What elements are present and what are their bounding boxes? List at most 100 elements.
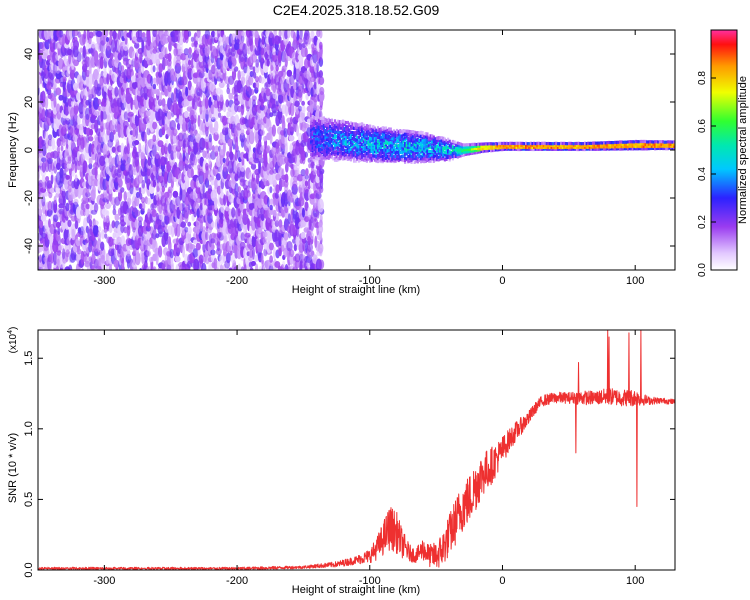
noise-cell [97,230,101,241]
noise-cell [184,226,189,233]
noise-cell [214,120,219,132]
noise-cell [88,168,93,177]
noise-cell [146,30,151,41]
noise-cell [104,233,108,239]
noise-cell [39,242,43,253]
noise-cell [147,157,152,166]
noise-cell [125,90,132,105]
noise-cell [187,30,192,37]
noise-cell [91,265,95,270]
noise-cell [289,249,295,258]
noise-cell [319,214,323,223]
noise-cell [269,186,273,194]
noise-cell [94,110,100,117]
noise-cell [77,31,81,38]
signal-cell [453,140,456,144]
noise-cell [205,162,209,171]
noise-cell [50,173,54,185]
noise-cell [134,209,141,217]
noise-cell [52,150,59,159]
noise-cell [40,214,47,222]
noise-cell [269,255,273,263]
noise-cell [82,250,87,257]
noise-cell [75,206,82,219]
noise-cell [255,263,259,270]
noise-cell [105,36,110,43]
noise-cell [195,48,201,55]
noise-cell [190,85,195,97]
noise-cell [294,100,300,107]
noise-cell [105,214,110,224]
noise-cell [152,83,157,90]
noise-cell [41,90,46,104]
noise-cell [38,208,43,217]
noise-cell [310,232,315,240]
noise-cell [49,92,55,102]
noise-cell [52,41,58,50]
noise-cell [93,220,99,226]
noise-cell [140,151,145,160]
noise-cell [254,30,259,39]
noise-cell [104,202,111,210]
noise-cell [88,218,93,227]
noise-cell [106,210,110,217]
noise-cell [41,157,47,163]
noise-cell [319,30,323,39]
noise-cell [305,168,309,176]
noise-cell [123,111,129,120]
noise-cell [93,68,99,81]
noise-cell [45,176,50,182]
noise-cell [88,157,93,165]
noise-cell [92,185,96,196]
noise-cell [144,131,147,144]
noise-cell [184,110,189,119]
noise-cell [248,88,255,96]
noise-cell [213,257,218,270]
noise-cell [241,31,245,37]
noise-cell [46,209,53,217]
noise-cell [211,221,216,228]
noise-cell [66,30,73,41]
noise-cell [109,52,114,60]
noise-cell [312,169,318,176]
noise-cell [68,224,73,235]
noise-cell [123,226,128,234]
noise-cell [65,138,69,150]
noise-cell [83,228,86,241]
noise-cell [44,130,49,144]
noise-cell [205,231,209,241]
noise-cell [72,30,79,37]
noise-cell [58,203,65,209]
noise-cell [143,236,149,246]
noise-cell [195,242,201,251]
noise-cell [152,65,156,73]
noise-cell [152,266,157,270]
noise-cell [123,30,128,39]
noise-cell [137,174,144,184]
noise-cell [71,169,75,177]
noise-cell [295,211,300,226]
noise-cell [234,66,239,72]
noise-cell [237,70,241,81]
noise-cell [88,256,92,263]
noise-cell [151,143,157,157]
signal-cell [421,131,424,135]
noise-cell [202,226,206,232]
noise-cell [58,94,64,101]
noise-cell [180,221,186,228]
noise-cell [271,124,276,137]
noise-cell [144,158,149,173]
noise-cell [53,251,57,266]
noise-cell [144,93,148,100]
noise-cell [73,39,79,50]
noise-cell [85,107,90,120]
noise-cell [85,225,89,234]
noise-cell [269,204,273,211]
noise-cell [111,220,116,229]
noise-cell [137,216,143,223]
noise-cell [319,168,325,175]
noise-cell [134,139,140,146]
noise-cell [237,150,241,161]
noise-cell [142,144,146,154]
